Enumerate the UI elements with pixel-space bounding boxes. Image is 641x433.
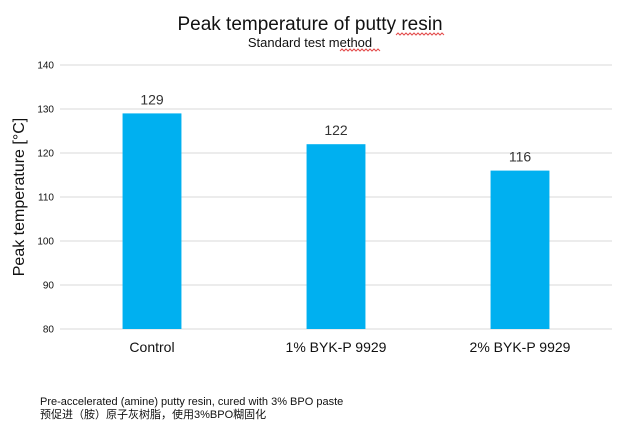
- data-labels: 129 122 116: [140, 91, 531, 164]
- footnote: Pre-accelerated (amine) putty resin, cur…: [40, 396, 343, 422]
- bar-1: [306, 144, 366, 329]
- y-tick-label-0: 80: [43, 325, 55, 336]
- chart-title: Peak temperature of putty resin: [177, 14, 442, 35]
- data-label-1: 122: [324, 122, 348, 138]
- footnote-line-2: 预促进（胺）原子灰树脂，使用3%BPO糊固化: [40, 409, 267, 421]
- subtitle-spellcheck-underline: [339, 48, 381, 52]
- footnote-line-1: Pre-accelerated (amine) putty resin, cur…: [40, 396, 344, 408]
- data-label-2: 116: [509, 149, 532, 165]
- y-tick-label-5: 130: [37, 105, 54, 116]
- chart-subtitle: Standard test method: [248, 35, 372, 50]
- data-label-0: 129: [140, 91, 164, 107]
- y-axis-ticks: 80 90 100 110 120 130 140: [37, 61, 54, 336]
- bar-0: [122, 113, 182, 330]
- y-tick-label-1: 90: [43, 281, 55, 292]
- y-tick-label-2: 100: [37, 237, 54, 248]
- x-tick-label-0: Control: [129, 339, 174, 355]
- y-tick-label-3: 110: [38, 193, 54, 204]
- y-tick-label-6: 140: [37, 61, 54, 72]
- title-spellcheck-underline: [395, 32, 445, 36]
- y-axis-label: Peak temperature [°C]: [11, 118, 28, 276]
- x-tick-label-2: 2% BYK-P 9929: [470, 339, 571, 355]
- bar-2: [490, 170, 550, 329]
- bars: [122, 113, 550, 330]
- y-tick-label-4: 120: [37, 149, 54, 160]
- x-tick-label-1: 1% BYK-P 9929: [286, 339, 387, 355]
- x-axis-ticks: Control 1% BYK-P 9929 2% BYK-P 9929: [129, 339, 570, 355]
